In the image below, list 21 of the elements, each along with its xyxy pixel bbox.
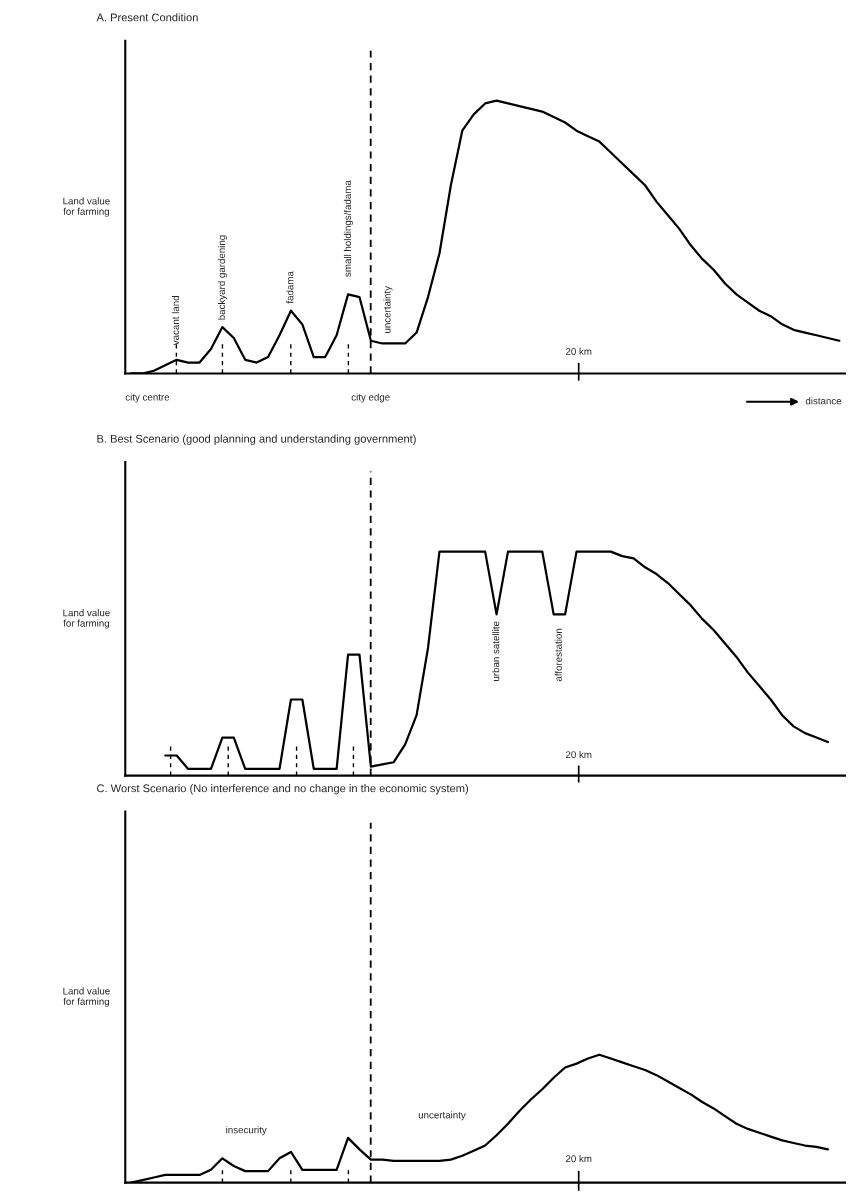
- chart-title: C. Worst Scenario (No interference and no change in the economic system): [97, 784, 468, 795]
- annotation: 20 km: [565, 1155, 592, 1163]
- annotation: 20 km: [565, 347, 592, 355]
- annotation: fadama: [286, 271, 294, 304]
- annotation: urban satellite: [492, 621, 500, 681]
- annotation: small holdings/fadama: [343, 180, 353, 277]
- text: city centre: [125, 393, 170, 403]
- annotation: afforestation: [554, 628, 562, 682]
- text: city edge: [351, 393, 390, 403]
- annotation: uncertainty: [418, 1111, 466, 1121]
- annotation: backyard gardening: [217, 235, 227, 320]
- y-axis-title: Land value for farming: [63, 609, 110, 629]
- annotation: insecurity: [226, 1126, 267, 1136]
- text: distance: [805, 397, 842, 405]
- annotation: uncertainty: [383, 285, 393, 333]
- chart-title: A. Present Condition: [96, 13, 198, 22]
- annotation: vacant land: [171, 296, 179, 346]
- y-axis-title: Land value for farming: [63, 987, 110, 1007]
- y-axis-title: Land value for farming: [63, 197, 110, 217]
- chart-title: B. Best Scenario (good planning and understanding government): [97, 434, 416, 445]
- annotation: 20 km: [565, 750, 592, 759]
